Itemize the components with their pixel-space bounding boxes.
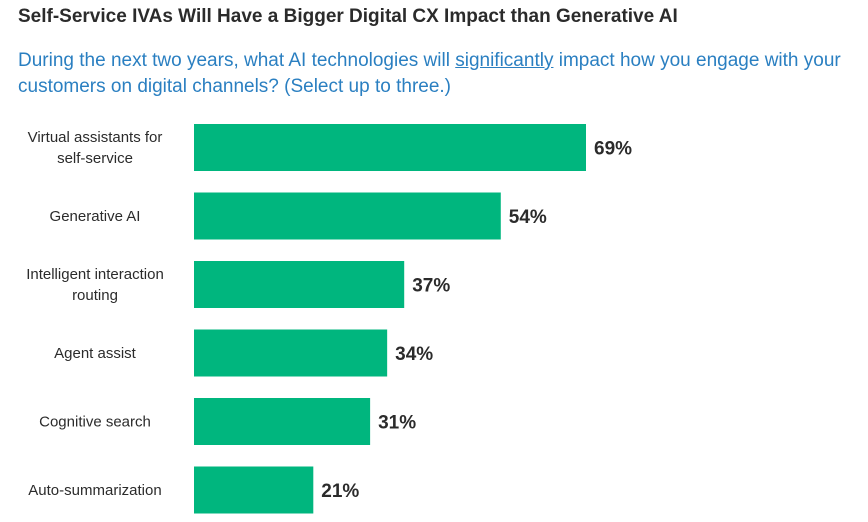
bar-1 bbox=[194, 192, 501, 240]
category-label-1: Generative AI bbox=[50, 208, 141, 225]
value-label-1: 54% bbox=[509, 207, 547, 228]
bar-0 bbox=[194, 124, 586, 171]
question-text-end: impact how you engage with your customer… bbox=[18, 50, 841, 97]
question-emphasis: significantly bbox=[455, 50, 554, 71]
category-label-3: Agent assist bbox=[54, 345, 137, 362]
category-label-2: Intelligent interaction routing bbox=[26, 266, 164, 304]
value-label-2: 37% bbox=[412, 276, 450, 297]
value-label-4: 31% bbox=[378, 413, 416, 434]
chart-title: Self-Service IVAs Will Have a Bigger Dig… bbox=[18, 6, 678, 27]
category-label-4: Cognitive search bbox=[39, 414, 151, 431]
value-label-0: 69% bbox=[594, 139, 632, 160]
bar-2 bbox=[194, 261, 405, 308]
value-label-3: 34% bbox=[395, 344, 433, 365]
bar-4 bbox=[194, 398, 371, 445]
bar-5 bbox=[194, 466, 314, 514]
bar-3 bbox=[194, 329, 388, 377]
category-label-5: Auto-summarization bbox=[28, 482, 161, 499]
category-label-0: Virtual assistants for self-service bbox=[28, 129, 163, 167]
question-text-start: During the next two years, what AI techn… bbox=[18, 50, 456, 71]
survey-question: During the next two years, what AI techn… bbox=[18, 48, 863, 100]
value-label-5: 21% bbox=[321, 481, 359, 502]
